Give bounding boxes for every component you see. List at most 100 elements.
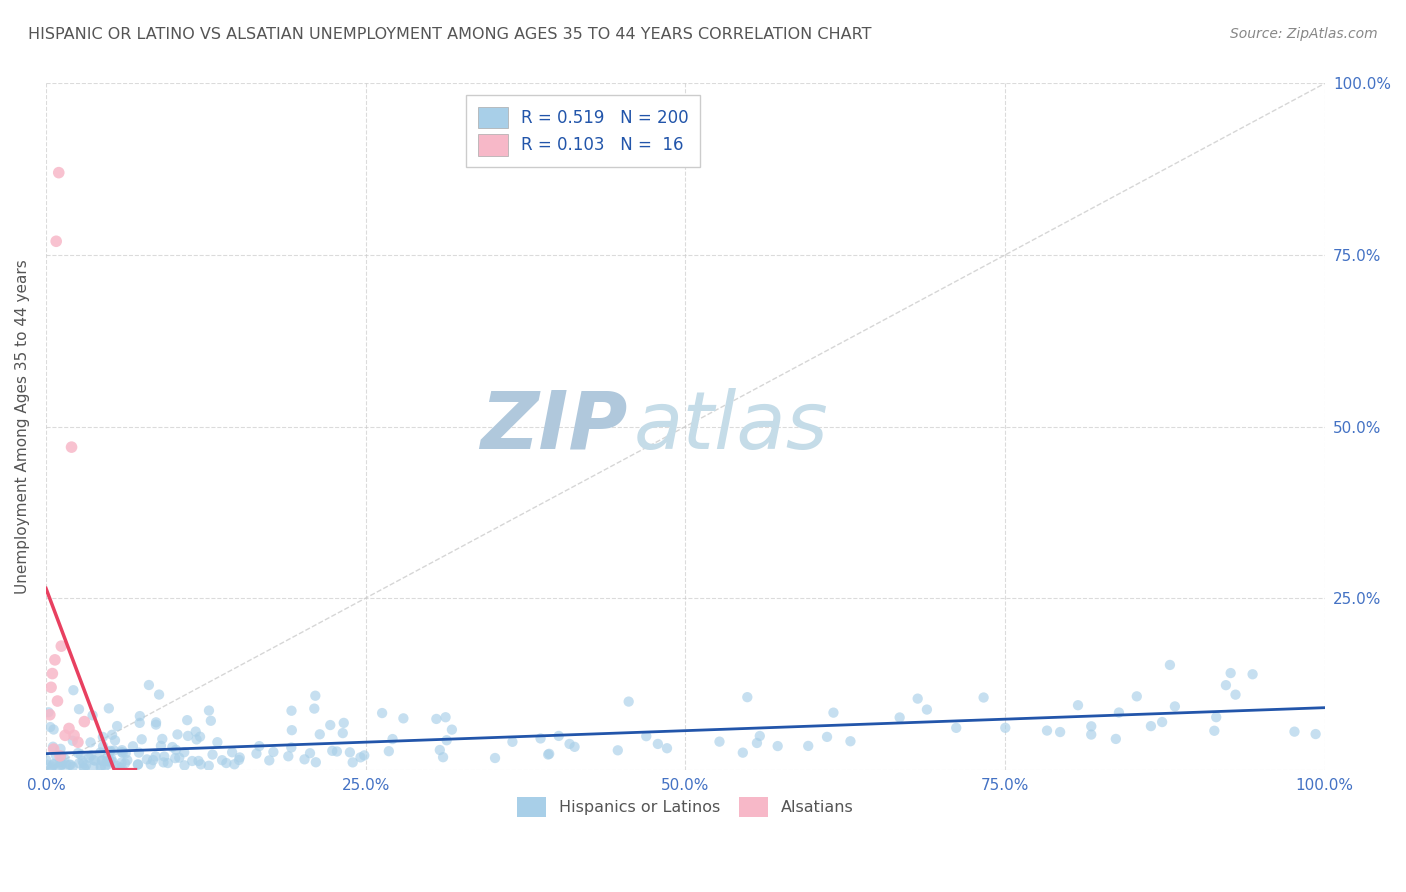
Point — [304, 701, 326, 715]
Point — [51, 757, 73, 772]
Point — [96, 754, 118, 768]
Point — [378, 744, 401, 758]
Point — [709, 734, 731, 748]
Point — [148, 688, 170, 702]
Point — [153, 749, 176, 764]
Point — [839, 734, 862, 748]
Point — [308, 727, 330, 741]
Point — [91, 730, 114, 744]
Point — [108, 761, 131, 775]
Point — [131, 732, 153, 747]
Point — [197, 758, 219, 772]
Point — [53, 728, 76, 742]
Point — [90, 758, 112, 772]
Point — [973, 690, 995, 705]
Point — [339, 745, 361, 759]
Point — [823, 706, 845, 720]
Point — [138, 678, 160, 692]
Point — [280, 740, 302, 755]
Point — [58, 757, 80, 772]
Point — [80, 748, 103, 763]
Point — [1305, 727, 1327, 741]
Point — [35, 753, 58, 767]
Point — [436, 733, 458, 747]
Point — [1204, 723, 1226, 738]
Point — [371, 706, 394, 720]
Point — [221, 745, 243, 759]
Point — [181, 754, 204, 768]
Point — [1036, 723, 1059, 738]
Text: HISPANIC OR LATINO VS ALSATIAN UNEMPLOYMENT AMONG AGES 35 TO 44 YEARS CORRELATIO: HISPANIC OR LATINO VS ALSATIAN UNEMPLOYM… — [28, 27, 872, 42]
Point — [166, 727, 188, 741]
Point — [1152, 714, 1174, 729]
Point — [111, 743, 134, 757]
Point — [538, 747, 561, 761]
Point — [49, 742, 72, 756]
Point — [55, 757, 77, 772]
Point — [104, 733, 127, 747]
Point — [114, 746, 136, 760]
Point — [96, 750, 118, 764]
Text: atlas: atlas — [634, 387, 830, 466]
Point — [60, 440, 83, 454]
Point — [49, 757, 72, 772]
Point — [69, 747, 91, 762]
Point — [617, 695, 640, 709]
Point — [128, 709, 150, 723]
Point — [103, 743, 125, 757]
Legend: Hispanics or Latinos, Alsatians: Hispanics or Latinos, Alsatians — [510, 790, 860, 823]
Point — [83, 753, 105, 767]
Point — [915, 702, 938, 716]
Point — [167, 750, 190, 764]
Point — [73, 762, 96, 776]
Point — [636, 729, 658, 743]
Point — [529, 731, 551, 746]
Point — [434, 710, 457, 724]
Point — [149, 739, 172, 753]
Point — [432, 750, 454, 764]
Point — [201, 747, 224, 762]
Point — [38, 706, 60, 720]
Point — [647, 737, 669, 751]
Point — [152, 756, 174, 770]
Point — [42, 742, 65, 756]
Point — [72, 754, 94, 768]
Point — [173, 745, 195, 759]
Point — [49, 755, 72, 769]
Point — [105, 759, 128, 773]
Point — [537, 747, 560, 762]
Text: Source: ZipAtlas.com: Source: ZipAtlas.com — [1230, 27, 1378, 41]
Point — [224, 757, 246, 772]
Point — [91, 754, 114, 768]
Point — [156, 756, 179, 770]
Point — [98, 745, 121, 759]
Point — [1215, 678, 1237, 692]
Point — [90, 761, 112, 775]
Point — [1225, 688, 1247, 702]
Point — [39, 681, 62, 695]
Point — [42, 756, 65, 771]
Point — [176, 713, 198, 727]
Point — [190, 757, 212, 772]
Point — [606, 743, 628, 757]
Point — [247, 739, 270, 753]
Point — [94, 759, 117, 773]
Point — [67, 702, 90, 716]
Point — [63, 728, 86, 742]
Point — [145, 717, 167, 731]
Point — [46, 694, 69, 708]
Point — [98, 753, 121, 767]
Point — [228, 753, 250, 767]
Point — [207, 735, 229, 749]
Point — [42, 739, 65, 754]
Text: ZIP: ZIP — [481, 387, 627, 466]
Point — [48, 166, 70, 180]
Point — [211, 753, 233, 767]
Point — [1108, 706, 1130, 720]
Point — [294, 752, 316, 766]
Point — [79, 735, 101, 749]
Point — [66, 735, 89, 749]
Point — [44, 653, 66, 667]
Point — [49, 760, 72, 774]
Point — [173, 758, 195, 772]
